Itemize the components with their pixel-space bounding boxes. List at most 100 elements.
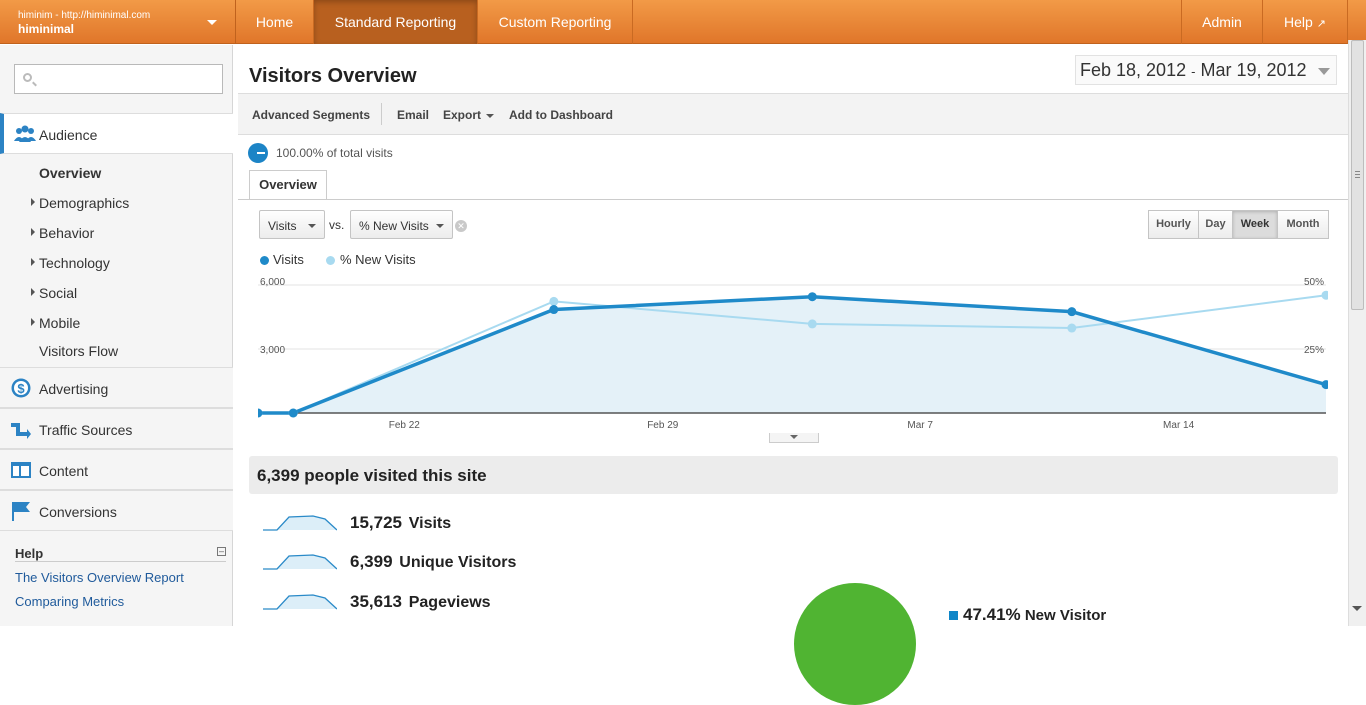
data-point-visits [1067, 307, 1077, 317]
data-point-visits [549, 305, 559, 315]
chevron-down-icon [1318, 68, 1330, 75]
metric-unique-visitors: 6,399 Unique Visitors [263, 550, 563, 574]
email-button[interactable]: Email [397, 108, 430, 122]
chevron-down-icon [486, 113, 495, 118]
legend-visits-dot [260, 256, 269, 265]
data-point-visits [1321, 380, 1328, 390]
metric-name: Pageviews [408, 594, 491, 611]
help-heading: Help [15, 546, 44, 561]
account-url: himinim - http://himinimal.com [18, 10, 151, 21]
search-box[interactable] [14, 64, 223, 94]
legend-new-visits: % New Visits [340, 252, 416, 267]
compare-metric-select[interactable]: % New Visits [350, 210, 453, 239]
sidebar-item-technology[interactable]: Technology [39, 255, 110, 271]
help-link[interactable]: Help ↗ [1263, 0, 1348, 44]
legend-swatch [949, 611, 958, 620]
sidebar-section-label: Advertising [39, 381, 109, 397]
sidebar-section-content[interactable]: Content [0, 449, 233, 490]
metric-pageviews: 35,613 Pageviews [263, 590, 563, 614]
flag-icon [12, 502, 30, 521]
pie-legend-name: New Visitor [1024, 607, 1107, 624]
percent-of-total: 100.00% of total visits [276, 146, 393, 160]
chevron-down-icon [308, 224, 316, 228]
main-content: Visitors Overview Feb 18, 2012 - Mar 19,… [238, 45, 1348, 705]
page-title: Visitors Overview [249, 65, 417, 87]
sidebar-section-conversions[interactable]: Conversions [0, 490, 233, 531]
sidebar-item-visitors-flow[interactable]: Visitors Flow [39, 343, 119, 359]
scrollbar-thumb[interactable] [1351, 40, 1364, 310]
series-line-visits [258, 294, 1327, 415]
sidebar-item-behavior[interactable]: Behavior [39, 225, 95, 241]
clear-compare-icon[interactable]: ✕ [455, 220, 467, 232]
granularity-hourly[interactable]: Hourly [1148, 210, 1199, 239]
scroll-down-arrow-icon[interactable] [1352, 606, 1362, 611]
data-point-visits [258, 408, 263, 418]
visits-line-chart: 6,000 3,000 50% 25% Feb 22 Feb 29 Mar 7 Mar 14 [258, 277, 1328, 431]
account-selector[interactable]: himinim - http://himinimal.com himinimal [0, 0, 236, 44]
date-range-picker[interactable]: Feb 18, 2012 - Mar 19, 2012 [1075, 55, 1337, 85]
metric-value: 6,399 [350, 552, 393, 571]
data-point-new-visits [1067, 323, 1077, 333]
y-axis-right-tick: 25% [1304, 345, 1324, 356]
sidebar-section-label: Conversions [39, 504, 117, 520]
search-icon [23, 73, 32, 82]
pie-legend-value: 47.41% [963, 605, 1021, 624]
tab-overview[interactable]: Overview [249, 170, 327, 200]
y-axis-left-tick: 3,000 [260, 345, 285, 356]
advanced-segments-button[interactable]: Advanced Segments [252, 108, 371, 122]
add-to-dashboard-button[interactable]: Add to Dashboard [509, 108, 613, 122]
help-link-visitors-overview[interactable]: The Visitors Overview Report [15, 570, 184, 585]
metric-value: 35,613 [350, 592, 402, 611]
admin-link[interactable]: Admin [1181, 0, 1263, 44]
vs-label: vs. [329, 218, 345, 232]
data-point-new-visits [549, 296, 559, 306]
report-toolbar: Advanced Segments Email Export Add to Da… [238, 93, 1348, 135]
legend-new-visits-dot [326, 256, 335, 265]
x-axis-tick: Feb 22 [389, 420, 421, 431]
content-icon [11, 462, 31, 478]
y-axis-right-tick: 50% [1304, 277, 1324, 288]
people-headline: 6,399 people visited this site [249, 456, 1338, 494]
visits-area [258, 296, 1326, 413]
date-end: Mar 19, 2012 [1200, 60, 1307, 80]
date-separator: - [1191, 64, 1196, 79]
help-link-comparing-metrics[interactable]: Comparing Metrics [15, 594, 125, 609]
vertical-scrollbar[interactable] [1348, 40, 1366, 626]
collapse-icon[interactable]: – [217, 546, 226, 556]
chevron-down-icon[interactable] [207, 20, 217, 25]
data-point-new-visits [1321, 290, 1328, 300]
export-button[interactable]: Export [443, 108, 495, 122]
granularity-month[interactable]: Month [1277, 210, 1329, 239]
metric-select[interactable]: Visits [259, 210, 325, 239]
sidebar-section-label: Content [39, 463, 89, 479]
nav-tab-home[interactable]: Home [236, 0, 314, 44]
metric-name: Visits [408, 515, 452, 532]
data-point-visits [288, 408, 298, 418]
help-label: Help [1283, 14, 1313, 30]
sidebar-item-mobile[interactable]: Mobile [39, 315, 81, 331]
divider [238, 199, 1348, 200]
search-input[interactable] [39, 69, 219, 89]
granularity-day[interactable]: Day [1198, 210, 1233, 239]
divider [381, 103, 382, 125]
people-icon [14, 125, 36, 142]
dollar-icon: $ [11, 378, 31, 398]
compare-select-value: % New Visits [359, 219, 429, 233]
grip-icon [1355, 171, 1360, 172]
sidebar-section-advertising[interactable]: $ Advertising [0, 367, 233, 408]
data-point-new-visits [807, 319, 817, 329]
sidebar-section-traffic-sources[interactable]: Traffic Sources [0, 408, 233, 449]
chart-expand-handle[interactable] [769, 433, 819, 443]
segment-pie-icon [248, 143, 268, 163]
granularity-week[interactable]: Week [1232, 210, 1278, 239]
x-axis-tick: Feb 29 [647, 420, 679, 431]
nav-tab-custom-reporting[interactable]: Custom Reporting [478, 0, 633, 44]
sidebar-section-audience[interactable]: Audience [0, 113, 233, 154]
nav-tab-standard-reporting[interactable]: Standard Reporting [314, 0, 478, 44]
sidebar-item-overview[interactable]: Overview [39, 165, 102, 181]
external-link-icon: ↗ [1316, 18, 1326, 30]
sidebar-item-social[interactable]: Social [39, 285, 78, 301]
sidebar-item-demographics[interactable]: Demographics [39, 195, 130, 211]
expand-arrow-icon [31, 318, 35, 326]
sidebar: Audience Overview Demographics Behavior … [0, 45, 233, 626]
